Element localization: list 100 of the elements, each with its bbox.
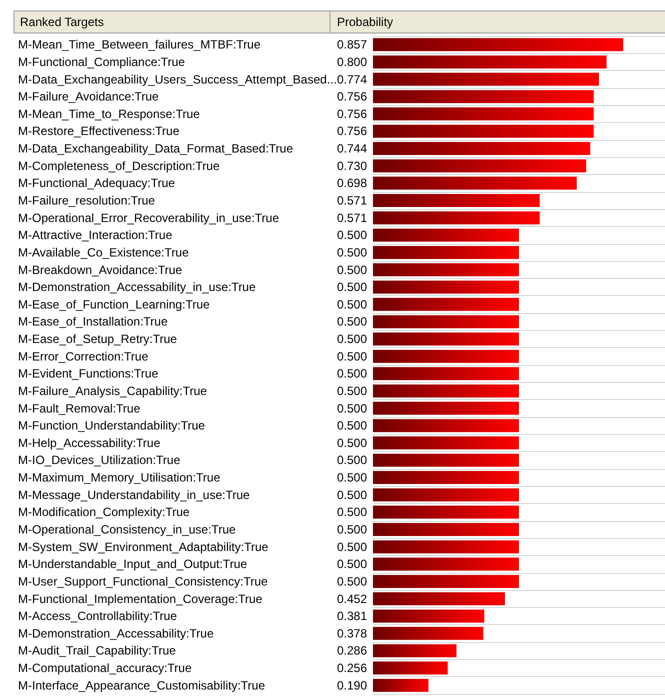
data-label: 0.756 xyxy=(336,124,368,138)
y-tick-label: M-Message_Understandability_in_use:True xyxy=(18,488,250,502)
bar xyxy=(373,471,519,484)
y-tick-label: M-Mean_Time_Between_failures_MTBF:True xyxy=(18,38,261,52)
bar xyxy=(373,384,519,398)
data-label: 0.800 xyxy=(336,54,368,69)
data-label: 0.190 xyxy=(336,678,368,692)
y-tick-label: M-Operational_Consistency_in_use:True xyxy=(18,522,236,536)
data-label: 0.500 xyxy=(336,245,368,260)
data-label: 0.500 xyxy=(336,228,368,242)
y-tick-label: M-User_Support_Functional_Consistency:True xyxy=(18,574,268,588)
bar xyxy=(373,350,519,363)
y-tick-label: M-Maximum_Memory_Utilisation:True xyxy=(18,470,221,485)
y-tick-label: M-Completeness_of_Description:True xyxy=(18,158,220,173)
bar xyxy=(373,454,519,467)
data-label: 0.500 xyxy=(336,332,368,346)
y-tick-label: M-Functional_Adequacy:True xyxy=(18,176,176,190)
data-label: 0.698 xyxy=(336,176,368,190)
y-tick-label: M-IO_Devices_Utilization:True xyxy=(18,453,181,468)
y-tick-label: M-Attractive_Interaction:True xyxy=(18,228,173,242)
data-label: 0.571 xyxy=(336,210,368,225)
y-tick-label: M-Ease_of_Setup_Retry:True xyxy=(18,332,178,346)
bar xyxy=(373,159,586,172)
bar xyxy=(373,592,505,606)
y-tick-label: M-Function_Understandability:True xyxy=(18,418,206,433)
bar xyxy=(373,419,519,432)
data-label: 0.452 xyxy=(336,592,368,606)
data-label: 0.571 xyxy=(336,194,368,208)
bar xyxy=(373,626,484,640)
bar xyxy=(373,436,519,450)
bar xyxy=(373,211,540,224)
y-tick-label: M-Functional_Compliance:True xyxy=(18,54,186,69)
data-label: 0.500 xyxy=(336,540,368,554)
bar xyxy=(373,610,484,623)
data-label: 0.500 xyxy=(336,418,368,433)
bar xyxy=(373,263,519,276)
data-label: 0.500 xyxy=(336,366,368,381)
data-label: 0.500 xyxy=(336,401,368,416)
bar xyxy=(373,124,594,138)
y-tick-label: M-Failure_Avoidance:True xyxy=(18,90,160,104)
bar xyxy=(373,644,457,658)
data-label: 0.756 xyxy=(336,106,368,121)
y-axis-title: Ranked Targets xyxy=(20,15,104,29)
data-label: 0.500 xyxy=(336,280,368,294)
y-tick-label: M-Data_Exchangeability_Data_Format_Based:True xyxy=(18,142,294,156)
y-tick-label: M-Breakdown_Avoidance:True xyxy=(18,262,182,277)
bar xyxy=(373,488,519,502)
data-label: 0.500 xyxy=(336,574,368,588)
data-label: 0.381 xyxy=(336,609,368,624)
y-tick-label: M-Mean_Time_to_Response:True xyxy=(18,106,200,121)
y-tick-label: M-Interface_Appearance_Customisability:True xyxy=(18,678,266,692)
y-tick-label: M-Restore_Effectiveness:True xyxy=(18,124,180,138)
y-tick-label: M-System_SW_Environment_Adaptability:True xyxy=(18,540,269,554)
data-label: 0.500 xyxy=(336,453,368,468)
bar xyxy=(373,228,519,242)
y-tick-label: M-Operational_Error_Recoverability_in_use:True xyxy=(18,210,280,225)
y-tick-label: M-Help_Accessability:True xyxy=(18,436,161,450)
data-label: 0.857 xyxy=(336,38,368,52)
y-tick-label: M-Functional_Implementation_Coverage:True xyxy=(18,592,263,606)
y-tick-label: M-Failure_resolution:True xyxy=(18,194,156,208)
bar xyxy=(373,540,519,554)
y-tick-label: M-Modification_Complexity:True xyxy=(18,505,190,520)
bar xyxy=(373,90,594,104)
data-label: 0.500 xyxy=(336,349,368,364)
bar xyxy=(373,402,519,415)
bar xyxy=(373,367,519,380)
bar xyxy=(373,194,540,207)
data-label: 0.500 xyxy=(336,297,368,312)
data-label: 0.500 xyxy=(336,262,368,277)
x-axis-title: Probability xyxy=(337,15,394,29)
bar xyxy=(373,246,519,259)
y-tick-label: M-Available_Co_Existence:True xyxy=(18,245,190,260)
data-label: 0.774 xyxy=(336,72,368,86)
bar xyxy=(373,107,594,120)
y-tick-label: M-Computational_accuracy:True xyxy=(18,661,192,676)
bar xyxy=(373,574,519,588)
bar xyxy=(373,38,624,52)
data-label: 0.378 xyxy=(336,626,368,640)
bar xyxy=(373,662,448,675)
bar xyxy=(373,558,519,571)
data-label: 0.500 xyxy=(336,557,368,572)
bar xyxy=(373,142,590,156)
y-tick-label: M-Understandable_Input_and_Output:True xyxy=(18,557,248,572)
y-tick-label: M-Error_Correction:True xyxy=(18,349,149,364)
data-label: 0.500 xyxy=(336,488,368,502)
data-label: 0.286 xyxy=(336,644,368,658)
y-tick-label: M-Demonstration_Accessability:True xyxy=(18,626,214,640)
y-tick-label: M-Data_Exchangeability_Users_Success_Attempt_Based... xyxy=(18,72,337,86)
y-tick-label: M-Ease_of_Installation:True xyxy=(18,314,168,329)
bar xyxy=(373,332,519,346)
bar xyxy=(373,72,600,86)
bar xyxy=(373,176,577,190)
data-label: 0.744 xyxy=(336,142,368,156)
y-tick-label: M-Evident_Functions:True xyxy=(18,366,159,381)
data-label: 0.500 xyxy=(336,505,368,520)
data-label: 0.500 xyxy=(336,522,368,536)
y-tick-label: M-Access_Controllability:True xyxy=(18,609,178,624)
data-label: 0.500 xyxy=(336,436,368,450)
y-tick-label: M-Demonstration_Accessability_in_use:True xyxy=(18,280,256,294)
bar xyxy=(373,315,519,328)
